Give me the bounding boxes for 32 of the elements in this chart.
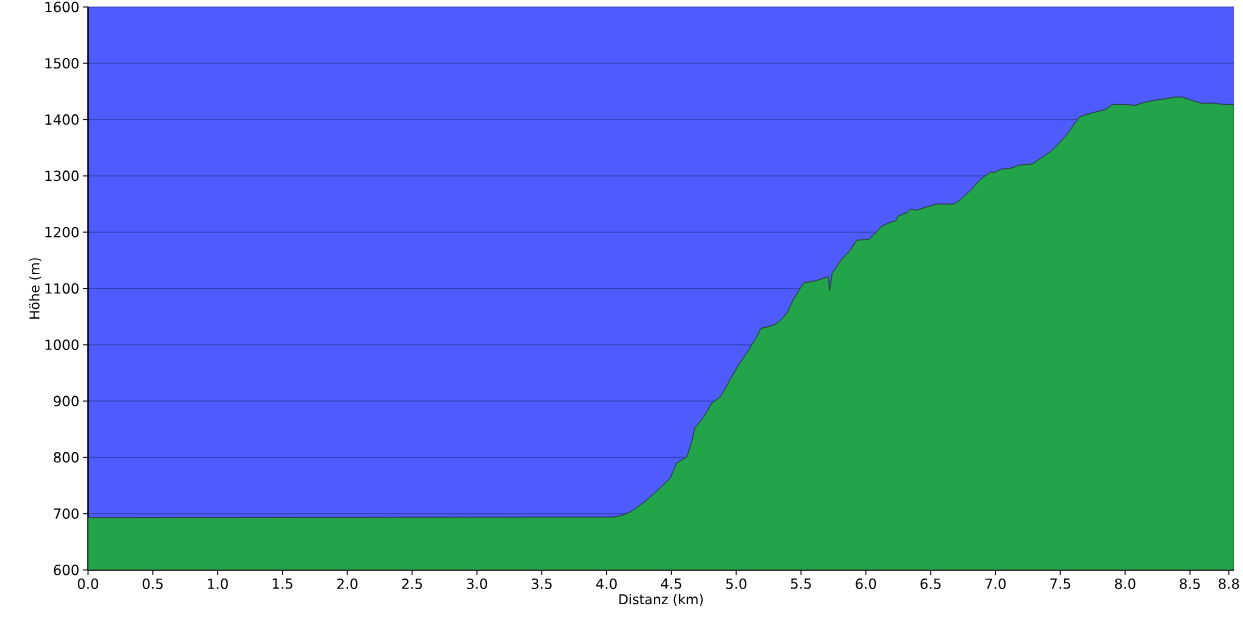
y-tick-label: 1200 [45, 226, 79, 238]
x-axis-title: Distanz (km) [619, 593, 703, 606]
y-tick-label: 1600 [45, 1, 79, 13]
y-tick-label: 800 [53, 452, 79, 463]
x-tick-label: 7.0 [985, 578, 1006, 590]
x-tick-label: 1.5 [272, 578, 293, 589]
x-tick-label: 1.0 [208, 578, 228, 590]
y-tick-label: 1300 [45, 170, 79, 182]
x-tick-label: 5.0 [726, 578, 747, 590]
x-tick-label: 0.5 [142, 578, 163, 590]
y-tick-label: 700 [54, 508, 79, 519]
x-tick-label: 0.0 [77, 578, 99, 590]
x-tick-label: 2.0 [337, 578, 358, 590]
y-tick-label: 1100 [45, 283, 79, 294]
y-tick-label: 600 [53, 564, 79, 576]
x-tick-label: 4.5 [660, 578, 682, 589]
x-tick-label: 8.8 [1218, 578, 1239, 590]
x-tick-label: 8.5 [1179, 578, 1200, 590]
x-tick-label: 7.5 [1050, 578, 1071, 589]
x-tick-label: 2.5 [402, 578, 422, 590]
x-tick-label: 6.5 [920, 578, 941, 590]
y-tick-label: 900 [53, 395, 79, 407]
x-tick-label: 4.0 [596, 578, 617, 590]
x-tick-label: 6.0 [855, 578, 877, 590]
x-tick-label: 3.0 [466, 578, 488, 590]
x-tick-label: 3.5 [531, 578, 552, 590]
y-tick-label: 1000 [45, 339, 79, 351]
y-tick-label: 1500 [45, 58, 79, 69]
y-axis-title: Höhe (m) [29, 258, 42, 319]
y-tick-label: 1400 [45, 114, 79, 125]
x-tick-label: 5.5 [791, 578, 811, 589]
x-tick-label: 8.0 [1115, 578, 1136, 590]
